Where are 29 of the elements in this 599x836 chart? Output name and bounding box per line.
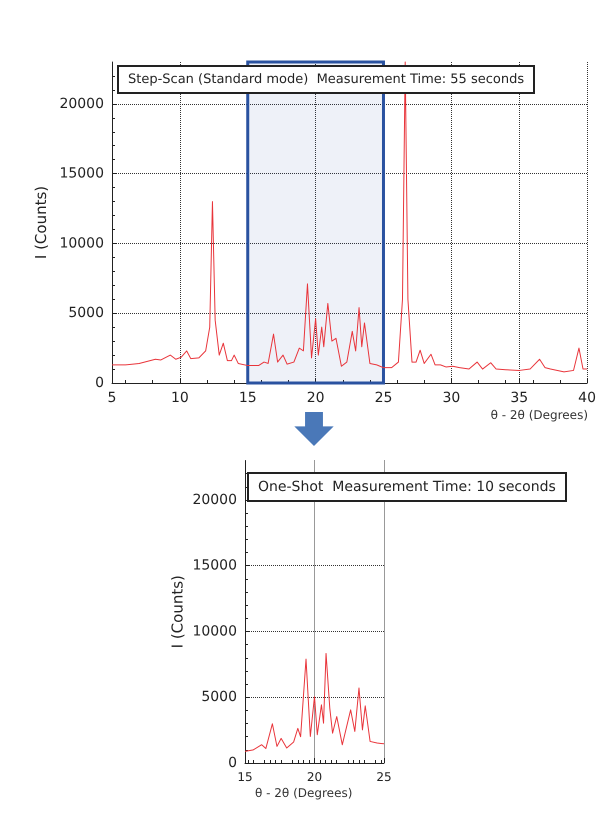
y-tick-label: 5000 <box>201 689 237 706</box>
x-tick-label: 35 <box>510 390 528 406</box>
y-tick-label: 15000 <box>59 166 104 182</box>
x-tick-label: 10 <box>170 390 189 406</box>
line-series <box>244 652 384 752</box>
y-tick-label: 15000 <box>192 558 237 574</box>
x-tick-label: 30 <box>442 390 460 406</box>
y-tick-label: 20000 <box>192 492 237 508</box>
y-tick-label: 20000 <box>59 96 104 112</box>
text: One-Shot Measurement Time: 10 seconds <box>258 479 556 495</box>
y-axis-title: I (Counts) <box>168 575 186 648</box>
y-tick-label: 0 <box>95 375 104 391</box>
y-tick-label: 5000 <box>68 305 104 322</box>
x-tick-label: 25 <box>376 770 392 784</box>
x-axis-title: θ - 2θ (Degrees) <box>255 786 352 800</box>
x-tick-label: 20 <box>306 770 322 784</box>
x-tick-label: 40 <box>578 390 596 406</box>
x-tick-label: 20 <box>306 390 325 406</box>
x-tick-label: 15 <box>238 390 257 406</box>
x-tick-label: 25 <box>374 390 392 406</box>
x-tick-label: 5 <box>108 390 116 406</box>
text: Step-Scan (Standard mode) Measurement Time: 55 seconds <box>128 72 524 87</box>
y-tick-label: 0 <box>228 755 237 771</box>
y-tick-label: 10000 <box>59 235 104 252</box>
y-tick-label: 10000 <box>192 623 237 640</box>
y-axis-title: I (Counts) <box>32 186 50 260</box>
x-axis-title: θ - 2θ (Degrees) <box>490 408 588 422</box>
line-series <box>112 62 588 372</box>
x-tick-label: 15 <box>237 770 253 784</box>
